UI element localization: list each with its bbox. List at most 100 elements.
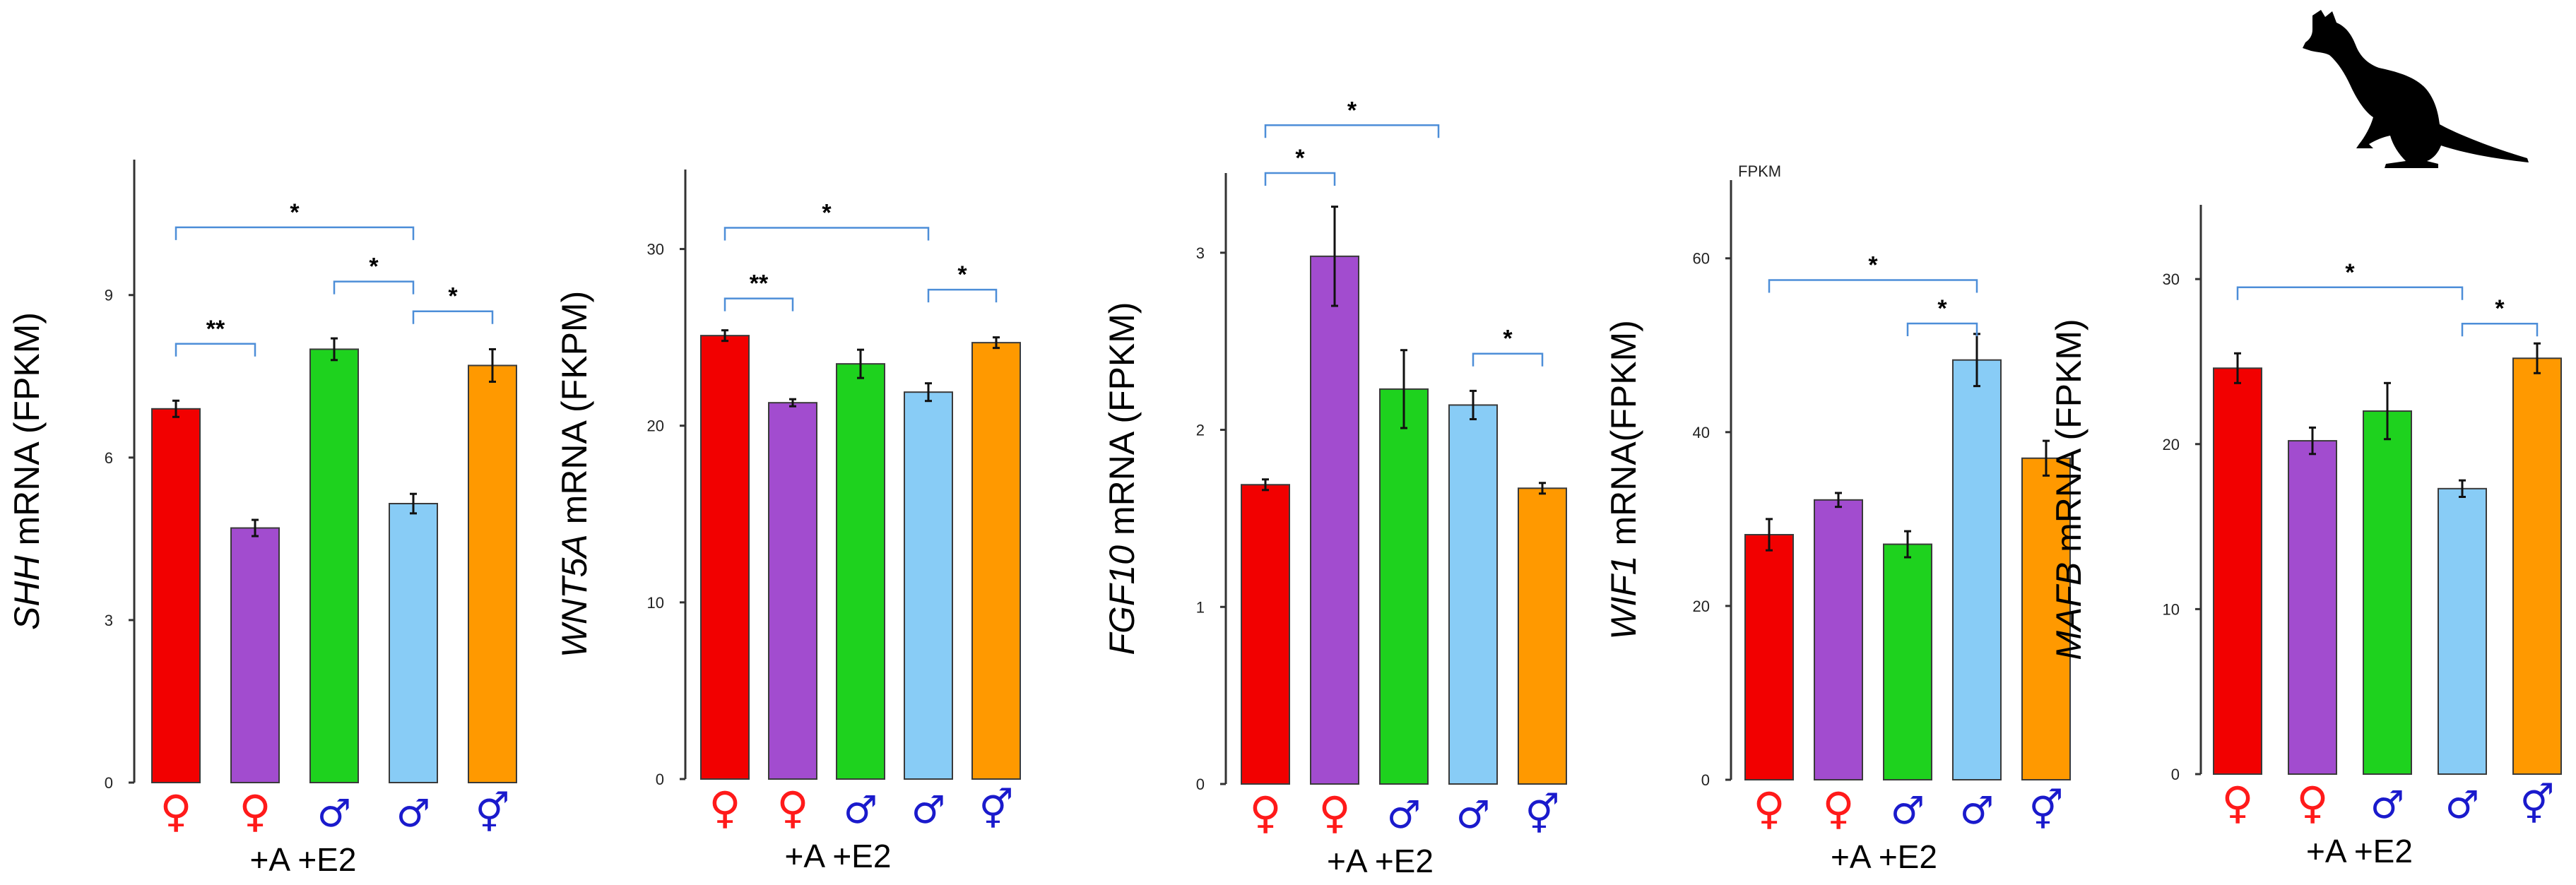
panel-shh-bar-2 [230,527,280,784]
panel-wnt5a-significance-marker: ** [750,271,769,297]
panel-mafb-tick-label: 10 [2163,600,2180,618]
panel-wnt5a-female-symbol-icon: ♀ [776,782,808,833]
panel-wnt5a-bar-1 [700,335,750,780]
panel-shh-significance-marker: * [290,199,300,226]
panel-wnt5a-male-symbol-icon: ♂ [844,788,878,832]
panel-wnt5a-bar-3 [836,363,885,780]
panel-wif1-unit-label: mRNA(FPKM) [1604,320,1643,555]
panel-mafb-male-symbol-icon: ♂ [2370,783,2404,827]
wallaby-silhouette-icon [2303,10,2529,168]
panel-fgf10-gene-name: FGF10 [1102,545,1142,655]
panel-wnt5a-significance-bracket [723,227,930,241]
panel-shh-significance-bracket [412,310,494,324]
panel-fgf10-bar-2 [1310,255,1359,785]
panel-wif1-tick-label: 20 [1693,598,1710,615]
panel-fgf10-female-symbol-icon: ♀ [1249,787,1281,838]
panel-shh-male-symbol-icon: ♂ [396,791,430,836]
panel-fgf10-y-axis-label: FGF10 mRNA (FPKM) [1102,302,1142,655]
panel-mafb-bar-4 [2438,487,2487,776]
panel-wif1-significance-marker: * [1937,295,1947,322]
panel-mafb-significance-bracket [2236,286,2464,300]
panel-wnt5a-condition-label: +A +E2 [785,838,892,874]
panel-mafb-gene-name: MAFB [2049,562,2088,660]
panel-wnt5a-significance-bracket [927,288,998,303]
panel-wnt5a-other-symbol-icon: ⚥ [979,788,1014,832]
panel-shh-bar-4 [389,503,438,783]
panel-wif1-gene-name: WIF1 [1604,555,1643,639]
panel-mafb-significance-bracket [2461,322,2539,337]
panel-mafb-bar-1 [2213,367,2262,775]
panel-mafb-tick-label: 0 [2171,766,2180,783]
panel-mafb-bar-2 [2288,440,2337,776]
panel-shh-tick-label: 3 [105,612,113,629]
panel-wnt5a-significance-bracket [723,297,794,311]
panel-fgf10-male-symbol-icon: ♂ [1456,792,1490,837]
panel-shh-bar-5 [468,364,517,783]
panel-shh-significance-marker: * [448,283,458,310]
panel-fgf10-significance-bracket [1264,124,1440,138]
panel-fgf10-tick-label: 0 [1196,776,1205,793]
panel-wnt5a-significance-marker: * [957,261,967,288]
panel-shh-bar-1 [151,408,201,783]
panel-mafb-male-symbol-icon: ♂ [2445,783,2479,827]
panel-wnt5a-y-axis-label: WNT5A mRNA (FKPM) [555,291,594,658]
panel-wif1-tick-label: 60 [1693,250,1710,268]
panel-shh-condition-label: +A +E2 [250,841,357,878]
panel-mafb-female-symbol-icon: ♀ [2296,777,2328,828]
panel-wif1-bar-3 [1883,543,1932,780]
panel-shh-significance-bracket [175,343,256,357]
panel-fgf10-bar-3 [1379,388,1429,785]
panel-wif1-y-axis-label: WIF1 mRNA(FPKM) [1604,320,1643,640]
panel-wif1-bar-2 [1814,499,1863,780]
panel-shh-female-symbol-icon: ♀ [160,785,191,837]
panel-fgf10-bar-4 [1448,404,1498,785]
panel-fgf10-significance-bracket [1264,172,1336,186]
panel-wif1-significance-bracket [1768,279,1978,293]
panel-wif1-bar-4 [1952,359,2002,780]
panel-shh-bar-3 [309,348,359,784]
panel-fgf10-male-symbol-icon: ♂ [1387,792,1421,837]
panel-shh-y-axis-label: SHH mRNA (FPKM) [7,312,47,630]
panel-wif1-condition-label: +A +E2 [1831,838,1937,875]
panel-fgf10-condition-label: +A +E2 [1327,843,1434,879]
panel-fgf10-female-symbol-icon: ♀ [1318,787,1350,838]
panel-wif1-bar-1 [1744,534,1794,780]
panel-fgf10-significance-marker: * [1347,97,1357,124]
panel-shh-unit-label: mRNA (FPKM) [7,312,47,555]
panel-mafb-other-symbol-icon: ⚥ [2520,783,2555,827]
panel-fgf10-unit-label: mRNA (FPKM) [1102,302,1142,545]
panel-wif1-tick-label: 40 [1693,424,1710,441]
panel-shh-significance-bracket [175,226,415,240]
panel-fgf10-tick-label: 3 [1196,244,1205,262]
panel-wnt5a-gene-name: WNT5A [555,534,594,658]
panel-shh-tick-label: 0 [105,774,113,792]
panel-shh-tick-label: 9 [105,287,113,304]
panel-wnt5a-bar-2 [768,402,817,780]
panel-mafb-significance-marker: * [2495,295,2505,322]
panel-wnt5a-bar-5 [971,342,1021,780]
panel-mafb-significance-marker: * [2345,259,2355,286]
panel-wnt5a-male-symbol-icon: ♂ [911,788,945,832]
panel-wnt5a-unit-label: mRNA (FKPM) [555,291,594,534]
panel-fgf10-tick-label: 2 [1196,422,1205,439]
panel-wnt5a-female-symbol-icon: ♀ [709,782,740,833]
panel-fgf10-significance-marker: * [1295,145,1305,172]
panel-mafb-condition-label: +A +E2 [2306,833,2413,869]
panel-wif1-male-symbol-icon: ♂ [1891,788,1925,833]
panel-wif1-bar-5 [2021,457,2071,780]
panel-shh-significance-marker: ** [206,316,225,343]
panel-wif1-male-symbol-icon: ♂ [1960,788,1994,833]
panel-mafb-bar-5 [2512,357,2562,775]
panel-wif1-female-symbol-icon: ♀ [1753,783,1785,834]
panel-wif1-female-symbol-icon: ♀ [1822,783,1854,834]
panel-fgf10-significance-marker: * [1503,326,1513,352]
panel-shh-other-symbol-icon: ⚥ [475,791,510,836]
panel-wif1-axis-note: FPKM [1738,162,1781,180]
panel-mafb-tick-label: 30 [2163,271,2180,288]
panel-shh-male-symbol-icon: ♂ [317,791,351,836]
panel-shh-tick-label: 6 [105,449,113,467]
panel-wif1-other-symbol-icon: ⚥ [2029,788,2064,833]
panel-mafb-y-axis-label: MAFB mRNA (FPKM) [2049,319,2088,660]
panel-wif1-significance-marker: * [1868,252,1878,279]
